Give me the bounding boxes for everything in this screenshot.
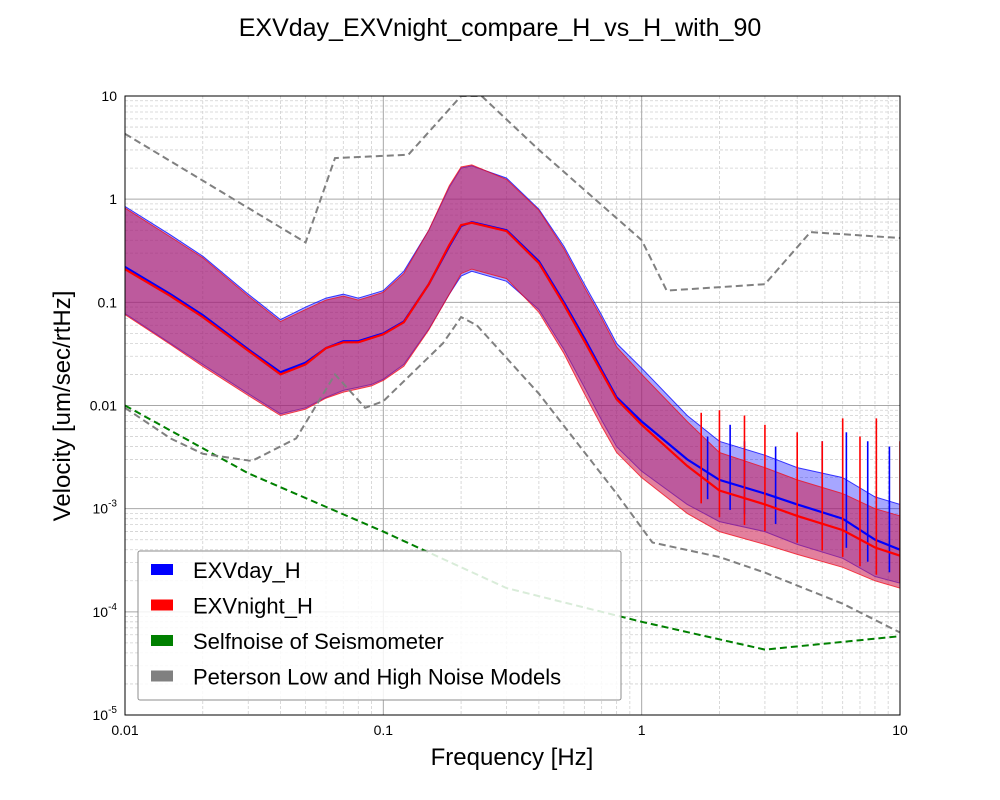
x-tick-label: 0.01 xyxy=(111,722,138,738)
x-tick-label: 0.1 xyxy=(374,722,394,738)
plot-frame xyxy=(124,95,901,716)
legend-box xyxy=(137,550,622,701)
legend-label: EXVday_H xyxy=(193,558,301,583)
band-day xyxy=(125,165,900,584)
y-tick-label: 10 xyxy=(101,88,117,104)
y-tick-label: 0.1 xyxy=(98,294,118,310)
x-axis-label: Frequency [Hz] xyxy=(431,744,594,771)
y-tick-exponent: -4 xyxy=(108,602,117,613)
legend-swatch xyxy=(151,564,173,575)
band-night xyxy=(125,164,900,589)
legend-label: EXVnight_H xyxy=(193,594,313,619)
legend-label: Peterson Low and High Noise Models xyxy=(193,665,561,690)
x-tick-label: 10 xyxy=(892,722,908,738)
band-overlap xyxy=(125,164,900,589)
median-line-night xyxy=(125,221,900,557)
x-tick-label: 1 xyxy=(638,722,646,738)
y-tick-exponent: -5 xyxy=(108,705,117,716)
y-tick-label: 1 xyxy=(109,191,117,207)
y-tick-label: 10-4 xyxy=(93,602,118,620)
chart-title: EXVday_EXVnight_compare_H_vs_H_with_90 xyxy=(239,14,762,42)
legend-label: Selfnoise of Seismometer xyxy=(193,629,444,654)
y-axis-label: Velocity [um/sec/rtHz] xyxy=(49,291,76,522)
peterson-high-line xyxy=(125,96,900,292)
legend: EXVday_H EXVnight_H Selfnoise of Seismomet… xyxy=(137,550,622,701)
grid-lines xyxy=(124,95,901,716)
y-tick-label: 0.01 xyxy=(90,398,117,414)
legend-swatch xyxy=(151,670,173,682)
peterson-low-line xyxy=(125,315,900,634)
y-tick-label: 10-5 xyxy=(93,705,118,723)
legend-swatch xyxy=(151,599,173,611)
y-tick-exponent: -3 xyxy=(108,499,117,510)
legend-swatch xyxy=(151,635,173,646)
y-tick-label: 10-3 xyxy=(93,499,118,517)
